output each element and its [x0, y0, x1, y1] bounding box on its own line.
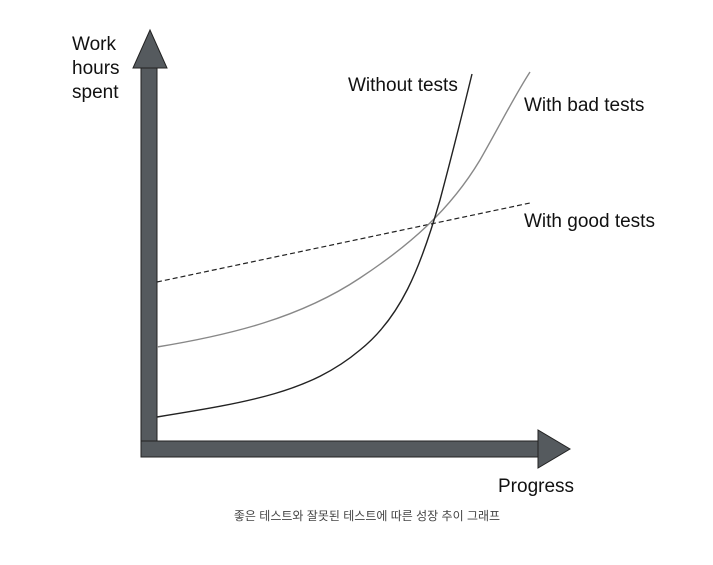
good-tests-line	[156, 202, 531, 283]
y-axis-label: hours	[72, 58, 120, 79]
bad-tests-curve	[156, 71, 531, 348]
x-axis-arrow	[537, 429, 571, 469]
curve-label: With good tests	[524, 211, 655, 232]
y-axis-arrow	[132, 28, 168, 69]
x-axis-label: Progress	[498, 476, 574, 497]
y-axis-label: spent	[72, 82, 119, 103]
curve-label: Without tests	[348, 75, 458, 96]
caption: 좋은 테스트와 잘못된 테스트에 따른 성장 추이 그래프	[234, 509, 500, 523]
y-axis	[140, 65, 158, 457]
x-axis	[140, 440, 542, 458]
without-tests-curve	[156, 73, 473, 418]
curve-label: With bad tests	[524, 95, 644, 116]
y-axis-label: Work	[72, 34, 116, 55]
